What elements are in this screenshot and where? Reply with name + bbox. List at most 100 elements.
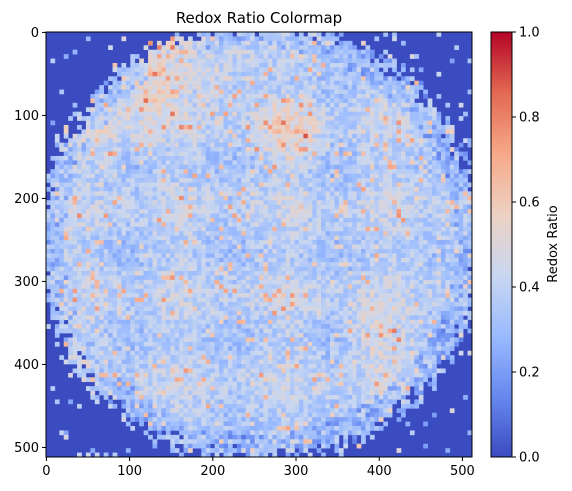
heatmap-cell xyxy=(294,173,300,179)
heatmap-cell xyxy=(334,164,340,170)
heatmap-cell xyxy=(303,262,309,267)
heatmap-cell xyxy=(303,49,309,55)
heatmap-cell xyxy=(454,195,459,201)
heatmap-cell xyxy=(463,275,468,281)
heatmap-cell xyxy=(112,240,118,245)
heatmap-cell xyxy=(454,253,459,259)
heatmap-cell xyxy=(405,93,411,99)
heatmap-cell xyxy=(312,284,317,290)
heatmap-cell xyxy=(250,257,255,263)
heatmap-cell xyxy=(330,142,335,148)
heatmap-cell xyxy=(236,164,242,170)
heatmap-cell xyxy=(347,257,353,263)
heatmap-cell xyxy=(423,262,428,267)
heatmap-cell xyxy=(210,288,215,294)
heatmap-cell xyxy=(112,195,118,201)
heatmap-cell xyxy=(449,169,455,174)
heatmap-cell xyxy=(445,182,451,188)
heatmap-cell xyxy=(374,169,380,174)
heatmap-cell xyxy=(259,124,264,130)
heatmap-cell xyxy=(298,248,304,254)
heatmap-cell xyxy=(210,266,215,272)
heatmap-cell xyxy=(276,271,282,276)
heatmap-cell xyxy=(205,262,211,267)
heatmap-cell xyxy=(427,191,433,197)
heatmap-cell xyxy=(165,129,171,135)
heatmap-cell xyxy=(414,191,420,197)
heatmap-cell xyxy=(219,40,224,46)
heatmap-cell xyxy=(227,253,233,259)
heatmap-cell xyxy=(165,248,171,254)
heatmap-cell xyxy=(374,186,380,192)
heatmap-cell xyxy=(307,32,313,37)
heatmap-cell xyxy=(352,271,357,276)
heatmap-cell xyxy=(361,138,366,143)
heatmap-cell xyxy=(143,124,149,130)
heatmap-cell xyxy=(170,200,175,205)
heatmap-cell xyxy=(241,169,246,174)
heatmap-cell xyxy=(223,120,229,126)
heatmap-cell xyxy=(365,147,371,152)
heatmap-cell xyxy=(347,62,353,68)
heatmap-cell xyxy=(241,142,246,148)
heatmap-cell xyxy=(196,178,202,183)
heatmap-cell xyxy=(298,155,304,161)
heatmap-cell xyxy=(454,271,459,276)
heatmap-cell xyxy=(361,275,366,281)
heatmap-cell xyxy=(112,288,118,294)
heatmap-cell xyxy=(68,288,73,294)
heatmap-cell xyxy=(369,173,375,179)
heatmap-cell xyxy=(365,275,371,281)
heatmap-cell xyxy=(139,169,144,174)
heatmap-cell xyxy=(179,262,184,267)
heatmap-cell xyxy=(250,195,255,201)
heatmap-cell xyxy=(125,257,131,263)
heatmap-cell xyxy=(263,142,269,148)
heatmap-cell xyxy=(290,32,295,37)
heatmap-cell xyxy=(436,222,442,228)
heatmap-cell xyxy=(143,271,149,276)
heatmap-cell xyxy=(338,80,344,86)
heatmap-cell xyxy=(161,147,167,152)
heatmap-cell xyxy=(81,178,87,183)
heatmap-cell xyxy=(108,217,113,223)
heatmap-cell xyxy=(281,262,286,267)
heatmap-cell xyxy=(205,98,211,104)
heatmap-cell xyxy=(396,178,402,183)
heatmap-cell xyxy=(338,62,344,68)
heatmap-cells xyxy=(46,32,472,457)
heatmap-cell xyxy=(72,226,78,232)
heatmap-cell xyxy=(165,200,171,205)
heatmap-cell xyxy=(81,248,87,254)
heatmap-cell xyxy=(46,244,51,250)
heatmap-cell xyxy=(72,235,78,241)
heatmap-cell xyxy=(59,293,65,298)
heatmap-cell xyxy=(325,244,331,250)
heatmap-cell xyxy=(383,49,388,55)
heatmap-cell xyxy=(112,147,118,152)
heatmap-cell xyxy=(272,138,278,143)
heatmap-cell xyxy=(188,279,193,285)
heatmap-cell xyxy=(405,209,411,214)
heatmap-cell xyxy=(405,120,411,126)
heatmap-cell xyxy=(276,76,282,81)
heatmap-cell xyxy=(352,253,357,259)
heatmap-cell xyxy=(432,288,437,294)
heatmap-cell xyxy=(272,71,278,77)
heatmap-cell xyxy=(227,271,233,276)
heatmap-cell xyxy=(392,107,397,112)
heatmap-cell xyxy=(156,71,162,77)
heatmap-cell xyxy=(112,182,118,188)
heatmap-cell xyxy=(156,107,162,112)
heatmap-cell xyxy=(352,173,357,179)
heatmap-cell xyxy=(290,231,295,236)
heatmap-cell xyxy=(103,102,109,108)
heatmap-cell xyxy=(205,164,211,170)
heatmap-cell xyxy=(134,116,140,121)
heatmap-cell xyxy=(152,275,158,281)
heatmap-cell xyxy=(63,253,69,259)
heatmap-cell xyxy=(458,244,464,250)
heatmap-cell xyxy=(312,155,317,161)
heatmap-cell xyxy=(99,169,104,174)
heatmap-cell xyxy=(307,155,313,161)
